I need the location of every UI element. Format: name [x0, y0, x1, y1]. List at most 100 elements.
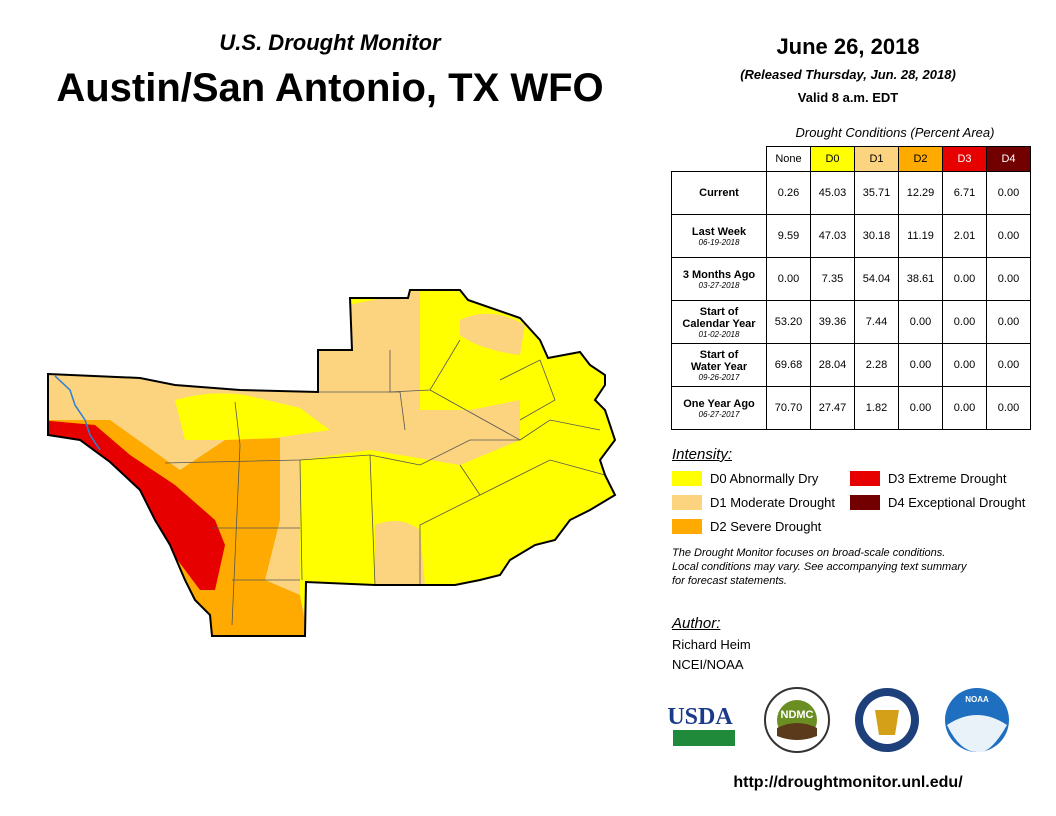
d1-area — [375, 521, 425, 585]
table-cell: 11.19 — [898, 214, 943, 258]
table-row: One Year Ago 06-27-2017 70.70 27.47 1.82 0.00… — [671, 386, 1031, 430]
table-cell: 0.00 — [942, 300, 987, 344]
table-row: Start of Calendar Year 01-02-2018 53.20 39.3… — [671, 300, 1031, 344]
table-cell: 12.29 — [898, 171, 943, 215]
url: http://droughtmonitor.unl.edu/ — [733, 774, 963, 791]
table-caption: Drought Conditions (Percent Area) — [795, 125, 995, 140]
legend-label: D4 Exceptional Drought — [888, 495, 1026, 510]
row-date: 09-26-2017 — [698, 372, 740, 382]
legend-swatch — [672, 471, 702, 486]
table-cell: 0.00 — [986, 300, 1031, 344]
legend-item: D2 Severe Drought — [672, 519, 821, 534]
column-header: D3 — [942, 146, 987, 172]
county-line — [499, 359, 556, 421]
table-cell: 2.01 — [942, 214, 987, 258]
author-org: NCEI/NOAA — [672, 657, 744, 672]
row-date: 01-02-2018 — [698, 329, 740, 339]
row-label-line: 3 Months Ago — [682, 268, 756, 281]
legend-label: D1 Moderate Drought — [710, 495, 836, 510]
doc-shield — [875, 710, 899, 735]
legend-item: D4 Exceptional Drought — [850, 495, 1025, 510]
table-cell: 30.18 — [854, 214, 899, 258]
table-cell: 7.35 — [810, 257, 855, 301]
table-cell: 2.28 — [854, 343, 899, 387]
column-header: D1 — [854, 146, 899, 172]
legend-title: Intensity: — [672, 446, 733, 463]
county-line — [369, 454, 376, 586]
d1-area — [460, 313, 525, 355]
table-cell: 27.47 — [810, 386, 855, 430]
row-label: Current — [671, 171, 767, 215]
table-cell: 7.44 — [854, 300, 899, 344]
county-line — [419, 464, 481, 585]
table-cell: 70.70 — [766, 386, 811, 430]
county-line — [318, 391, 406, 431]
drought-map — [47, 289, 617, 637]
legend-label: D2 Severe Drought — [710, 519, 822, 534]
column-header: None — [766, 146, 811, 172]
noaa-logo: NOAA — [965, 695, 989, 704]
column-header: D0 — [810, 146, 855, 172]
conditions-table: None D0 D1 D2 D3 D4 Current 0.26 45.03 35.71 12.29… — [671, 146, 1031, 430]
table-cell: 0.00 — [766, 257, 811, 301]
legend-swatch — [672, 519, 702, 534]
map-date: June 26, 2018 — [776, 34, 920, 59]
county-line — [212, 527, 300, 581]
column-header: D4 — [986, 146, 1031, 172]
table-cell: 0.00 — [986, 343, 1031, 387]
note-line: Local conditions may vary. See accompany… — [672, 561, 967, 573]
county-line — [164, 439, 520, 466]
d0-area — [48, 290, 615, 636]
row-label-line: Calendar Year — [682, 317, 756, 330]
county-lines — [164, 339, 606, 626]
corner — [672, 147, 767, 172]
table-cell: 9.59 — [766, 214, 811, 258]
author-name: Richard Heim — [672, 637, 751, 652]
note-line: The Drought Monitor focuses on broad-sca… — [672, 547, 946, 559]
row-label-line: One Year Ago — [683, 397, 755, 410]
table-cell: 0.00 — [942, 343, 987, 387]
column-header: D2 — [898, 146, 943, 172]
row-label-line: Start of — [699, 305, 739, 318]
table-cell: 47.03 — [810, 214, 855, 258]
table-cell: 69.68 — [766, 343, 811, 387]
table-cell: 45.03 — [810, 171, 855, 215]
header-row: None D0 D1 D2 D3 D4 — [672, 146, 1031, 172]
row-label-line: Water Year — [690, 360, 748, 373]
valid-time: Valid 8 a.m. EDT — [797, 90, 899, 105]
table-cell: 0.00 — [942, 386, 987, 430]
table-cell: 0.00 — [986, 257, 1031, 301]
ndmc-ground — [777, 723, 817, 740]
legend-swatch — [850, 495, 880, 510]
region-outline — [47, 289, 617, 637]
row-date: 03-27-2018 — [698, 280, 740, 290]
county-line — [479, 459, 606, 496]
row-label-line: Last Week — [691, 225, 747, 238]
drought-areas — [48, 290, 615, 636]
table-cell: 0.00 — [898, 343, 943, 387]
noaa-wave — [947, 715, 1007, 753]
table-cell: 28.04 — [810, 343, 855, 387]
table-row: Current 0.26 45.03 35.71 12.29 6.71 0.00 — [671, 171, 1031, 215]
table-cell: 38.61 — [898, 257, 943, 301]
table-cell: 1.82 — [854, 386, 899, 430]
table-row: Start of Water Year 09-26-2017 69.68 28.04 2.… — [671, 343, 1031, 387]
table-cell: 6.71 — [942, 171, 987, 215]
river — [54, 375, 101, 451]
county-line — [429, 389, 601, 441]
table-cell: 0.00 — [942, 257, 987, 301]
usda-stripe — [673, 730, 735, 746]
legend-item: D0 Abnormally Dry — [672, 471, 818, 486]
row-label-line: Start of — [699, 348, 739, 361]
row-label: 3 Months Ago 03-27-2018 — [671, 257, 767, 301]
legend-swatch — [850, 471, 880, 486]
county-line — [231, 401, 241, 626]
table-row: 3 Months Ago 03-27-2018 0.00 7.35 54.04 38.61… — [671, 257, 1031, 301]
table-cell: 54.04 — [854, 257, 899, 301]
subtitle: U.S. Drought Monitor — [219, 30, 441, 55]
legend-item: D3 Extreme Drought — [850, 471, 1007, 486]
table-cell: 0.00 — [986, 214, 1031, 258]
table-cell: 39.36 — [810, 300, 855, 344]
row-label-line: Current — [699, 187, 739, 199]
